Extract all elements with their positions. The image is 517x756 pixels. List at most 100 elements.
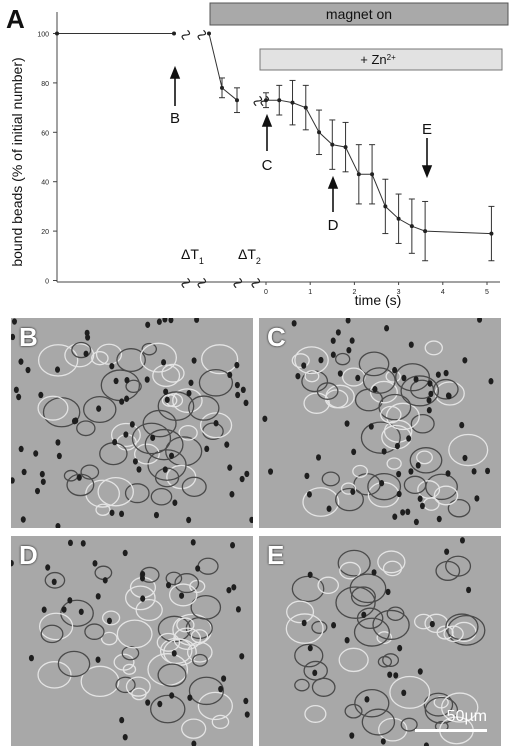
cell-outline: [349, 573, 387, 604]
bead: [171, 650, 177, 657]
micrograph-c: C: [259, 318, 501, 528]
cell-outline: [198, 368, 234, 397]
bead: [96, 405, 102, 412]
data-point: [356, 172, 361, 177]
bead: [351, 448, 357, 456]
bead: [466, 586, 472, 594]
bead: [61, 606, 67, 613]
bead: [124, 395, 130, 402]
cell-outline: [199, 412, 233, 439]
bead: [244, 470, 250, 478]
cell-outline: [294, 346, 329, 375]
data-point: [409, 224, 414, 229]
cell-outline: [168, 583, 198, 607]
data-point: [235, 98, 239, 103]
cell-outline: [339, 561, 361, 580]
bead: [169, 692, 175, 699]
cell-outline: [135, 598, 163, 622]
micrograph-c-image: [259, 318, 501, 528]
bead: [368, 423, 374, 430]
arrow-b-head: [169, 65, 181, 79]
x-tick-label: 1: [308, 289, 312, 296]
data-point: [172, 31, 176, 36]
bead: [109, 362, 115, 370]
cell-outline: [337, 549, 371, 577]
bead: [397, 644, 403, 652]
bead: [345, 318, 351, 324]
bead: [387, 671, 393, 678]
cell-outline: [410, 413, 435, 434]
bead: [235, 606, 241, 613]
bead: [157, 700, 163, 708]
bead: [330, 337, 336, 344]
bead: [71, 417, 77, 425]
cell-outline: [91, 351, 109, 366]
bead: [213, 420, 219, 427]
bead: [443, 369, 449, 377]
cell-outline: [424, 696, 459, 724]
bead: [394, 442, 400, 450]
cell-outline: [161, 363, 185, 383]
data-point: [383, 204, 388, 209]
bead: [78, 608, 84, 615]
bead: [392, 513, 398, 520]
cell-outline: [152, 364, 181, 388]
cell-outline: [372, 609, 410, 640]
annotation-c: C: [262, 157, 273, 174]
bead: [428, 390, 434, 398]
cell-outline: [316, 382, 339, 400]
data-point: [220, 85, 224, 90]
x-tick-label: 0: [264, 289, 268, 296]
cell-outline: [147, 449, 187, 481]
cell-outline: [116, 348, 146, 373]
cell-outline: [85, 479, 120, 508]
bead: [83, 350, 89, 357]
bead: [326, 505, 332, 512]
scale-bar-label: 50µm: [446, 708, 487, 725]
bead: [67, 539, 73, 547]
cell-outline: [447, 498, 471, 518]
bead: [229, 491, 235, 498]
data-point: [370, 172, 375, 177]
bead: [234, 361, 240, 369]
bead: [405, 508, 411, 516]
cell-outline: [66, 473, 95, 497]
y-axis-label: bound beads (% of initial number): [9, 57, 25, 266]
bead: [119, 716, 125, 724]
bead: [240, 386, 246, 394]
bead: [462, 454, 468, 462]
bead: [355, 374, 361, 382]
cell-outline: [161, 394, 178, 407]
bead: [406, 435, 412, 442]
bead: [364, 696, 370, 703]
data-point: [489, 231, 494, 236]
cell-outline: [188, 676, 225, 706]
cell-outline: [448, 433, 489, 467]
cell-outline: [188, 395, 220, 421]
cell-outline: [436, 625, 454, 640]
cell-outline: [190, 594, 222, 620]
bead: [349, 732, 355, 739]
bead: [102, 577, 108, 584]
bead: [381, 448, 387, 455]
cell-outline: [95, 343, 123, 365]
bead: [401, 689, 407, 697]
cell-outline: [176, 617, 195, 633]
panel-label-e: E: [267, 540, 285, 570]
bead: [67, 597, 73, 604]
cell-outline: [325, 384, 355, 409]
axis-break: [181, 277, 191, 289]
chart-svg: A magnet on + Zn2+ bound beads (% of ini…: [6, 2, 509, 308]
cell-outline: [361, 708, 396, 736]
cell-outline: [440, 692, 479, 723]
cell-outline: [150, 487, 173, 506]
bead: [218, 685, 224, 693]
bead: [316, 454, 322, 461]
bead: [474, 495, 480, 502]
bead: [385, 588, 391, 596]
cell-outline: [303, 660, 328, 681]
data-point: [207, 31, 211, 36]
cell-outline: [369, 380, 398, 404]
bead: [408, 468, 414, 475]
cell-outline: [395, 363, 431, 392]
